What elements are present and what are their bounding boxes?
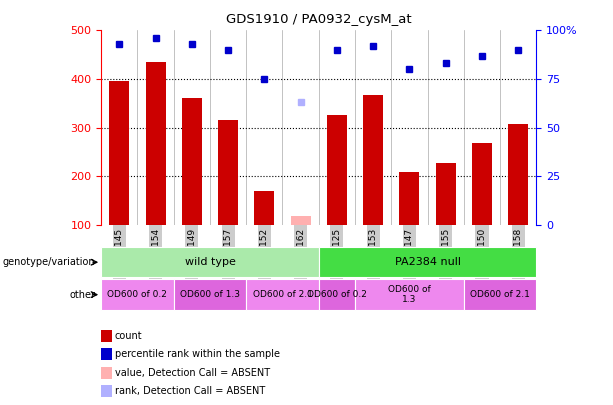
Text: OD600 of 2.1: OD600 of 2.1	[253, 290, 313, 299]
Text: rank, Detection Call = ABSENT: rank, Detection Call = ABSENT	[115, 386, 265, 396]
Bar	[327, 115, 347, 225]
Bar	[400, 172, 419, 225]
Bar	[109, 81, 129, 225]
Bar	[363, 94, 383, 225]
Bar	[218, 120, 238, 225]
Text: OD600 of 1.3: OD600 of 1.3	[180, 290, 240, 299]
Bar	[246, 279, 319, 310]
Title: GDS1910 / PA0932_cysM_at: GDS1910 / PA0932_cysM_at	[226, 13, 411, 26]
Text: PA2384 null: PA2384 null	[395, 257, 460, 267]
Text: OD600 of 0.2: OD600 of 0.2	[107, 290, 167, 299]
Bar	[464, 279, 536, 310]
Bar	[319, 279, 355, 310]
Bar	[182, 98, 202, 225]
Bar	[319, 247, 536, 277]
Bar	[355, 279, 464, 310]
Text: OD600 of
1.3: OD600 of 1.3	[388, 285, 431, 304]
Bar	[291, 216, 311, 225]
Bar	[508, 124, 528, 225]
Text: percentile rank within the sample: percentile rank within the sample	[115, 350, 280, 359]
Text: OD600 of 0.2: OD600 of 0.2	[307, 290, 367, 299]
Bar	[472, 143, 492, 225]
Text: other: other	[69, 290, 95, 300]
Text: genotype/variation: genotype/variation	[2, 257, 95, 267]
Bar	[101, 247, 319, 277]
Text: wild type: wild type	[185, 257, 235, 267]
Bar	[254, 191, 275, 225]
Text: OD600 of 2.1: OD600 of 2.1	[470, 290, 530, 299]
Bar	[436, 162, 455, 225]
Bar	[101, 279, 173, 310]
Text: count: count	[115, 331, 142, 341]
Text: value, Detection Call = ABSENT: value, Detection Call = ABSENT	[115, 368, 270, 377]
Bar	[145, 62, 166, 225]
Bar	[173, 279, 246, 310]
